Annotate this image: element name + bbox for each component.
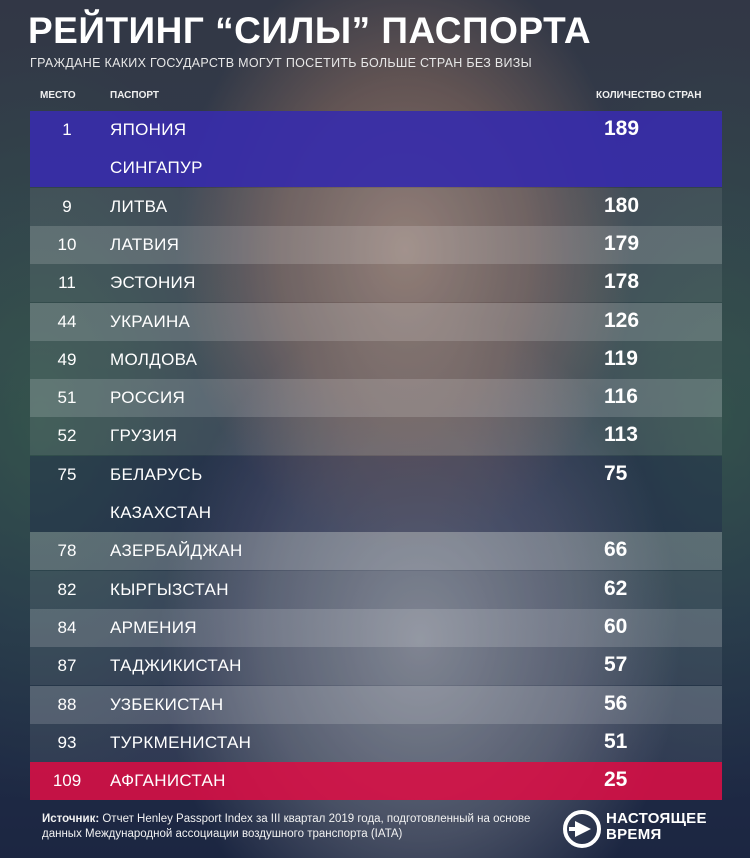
- count-cell: 66: [604, 538, 628, 562]
- country-cell: МОЛДОВА: [110, 349, 198, 369]
- page-subtitle: ГРАЖДАНЕ КАКИХ ГОСУДАРСТВ МОГУТ ПОСЕТИТЬ…: [30, 56, 533, 70]
- count-cell: 60: [604, 614, 628, 638]
- count-cell: 180: [604, 193, 640, 217]
- country-cell: КАЗАХСТАН: [110, 502, 212, 522]
- rank-cell: 87: [57, 656, 77, 676]
- country-cell: АЗЕРБАЙДЖАН: [110, 541, 243, 561]
- page-title: РЕЙТИНГ “СИЛЫ” ПАСПОРТА: [28, 10, 592, 51]
- country-cell: ГРУЗИЯ: [110, 426, 178, 446]
- table-row: 93 ТУРКМЕНИСТАН 51: [30, 723, 722, 762]
- count-cell: 51: [604, 729, 628, 753]
- count-cell: 116: [604, 385, 638, 409]
- country-cell: УЗБЕКИСТАН: [110, 694, 224, 714]
- count-cell: 62: [604, 576, 628, 600]
- table-row: 11 ЭСТОНИЯ 178: [30, 264, 722, 303]
- country-cell: РОССИЯ: [110, 388, 186, 408]
- brand-name: НАСТОЯЩЕЕ ВРЕМЯ: [606, 811, 707, 843]
- rank-cell: 75: [57, 464, 77, 484]
- rank-cell: 49: [57, 349, 77, 369]
- country-cell: ЛИТВА: [110, 196, 168, 216]
- rank-cell: 93: [57, 732, 77, 752]
- country-cell: ЯПОНИЯ: [110, 120, 187, 139]
- table-row: 49 МОЛДОВА 119: [30, 340, 722, 379]
- source-note: Источник: Отчет Henley Passport Index за…: [42, 812, 542, 842]
- country-cell: УКРАИНА: [110, 311, 191, 331]
- table-row: 109 АФГАНИСТАН 25: [30, 762, 722, 801]
- table-row: 44 УКРАИНА 126: [30, 302, 722, 341]
- table-row: 52 ГРУЗИЯ 113: [30, 417, 722, 456]
- play-arrow-icon: [563, 810, 601, 848]
- rank-cell: 84: [57, 617, 77, 637]
- country-cell: БЕЛАРУСЬ: [110, 464, 203, 484]
- source-text: Отчет Henley Passport Index за III кварт…: [42, 813, 531, 840]
- rank-cell: 51: [57, 388, 77, 408]
- country-cell: ТАДЖИКИСТАН: [110, 656, 242, 676]
- count-cell: 179: [604, 231, 640, 255]
- rank-cell: 9: [62, 196, 72, 216]
- table-row: 78 АЗЕРБАЙДЖАН 66: [30, 532, 722, 571]
- count-cell: 57: [604, 653, 628, 677]
- table-row: 10 ЛАТВИЯ 179: [30, 225, 722, 264]
- country-cell: ЭСТОНИЯ: [110, 273, 196, 293]
- column-header-place: МЕСТО: [40, 90, 76, 101]
- rank-cell: 44: [57, 311, 77, 331]
- brand-name-line1: НАСТОЯЩЕЕ: [606, 810, 707, 827]
- rank-cell: 52: [57, 426, 77, 446]
- table-row: 51 РОССИЯ 116: [30, 379, 722, 418]
- count-cell: 75: [604, 461, 628, 485]
- brand-logo: НАСТОЯЩЕЕ ВРЕМЯ: [562, 808, 732, 850]
- rank-cell: 82: [57, 579, 77, 599]
- column-header-passport: ПАСПОРТ: [110, 90, 159, 101]
- count-cell: 126: [604, 308, 640, 332]
- count-cell: 113: [604, 423, 638, 447]
- count-cell: 178: [604, 270, 640, 294]
- brand-name-line2: ВРЕМЯ: [606, 826, 662, 843]
- count-cell: 189: [604, 117, 640, 140]
- table-row: 9 ЛИТВА 180: [30, 187, 722, 226]
- column-header-count: КОЛИЧЕСТВО СТРАН: [596, 90, 702, 101]
- source-label: Источник:: [42, 813, 100, 825]
- country-cell: КЫРГЫЗСТАН: [110, 579, 229, 599]
- table-row: 75 БЕЛАРУСЬ КАЗАХСТАН 75: [30, 455, 722, 532]
- rank-cell: 109: [52, 771, 82, 791]
- country-cell: АРМЕНИЯ: [110, 617, 197, 637]
- count-cell: 25: [604, 768, 628, 792]
- table-row: 1 ЯПОНИЯ СИНГАПУР 189: [30, 111, 722, 187]
- table-row: 88 УЗБЕКИСТАН 56: [30, 685, 722, 724]
- rank-cell: 1: [62, 120, 72, 139]
- rank-cell: 10: [57, 234, 77, 254]
- country-cell: ЛАТВИЯ: [110, 234, 180, 254]
- rank-cell: 11: [58, 273, 76, 293]
- count-cell: 119: [604, 346, 638, 370]
- table-row: 87 ТАДЖИКИСТАН 57: [30, 647, 722, 686]
- rank-cell: 88: [57, 694, 77, 714]
- country-cell: АФГАНИСТАН: [110, 771, 226, 791]
- count-cell: 56: [604, 691, 628, 715]
- table-row: 84 АРМЕНИЯ 60: [30, 608, 722, 647]
- rank-cell: 78: [57, 541, 77, 561]
- country-cell: ТУРКМЕНИСТАН: [110, 732, 252, 752]
- table-row: 82 КЫРГЫЗСТАН 62: [30, 570, 722, 609]
- country-cell: СИНГАПУР: [110, 158, 203, 177]
